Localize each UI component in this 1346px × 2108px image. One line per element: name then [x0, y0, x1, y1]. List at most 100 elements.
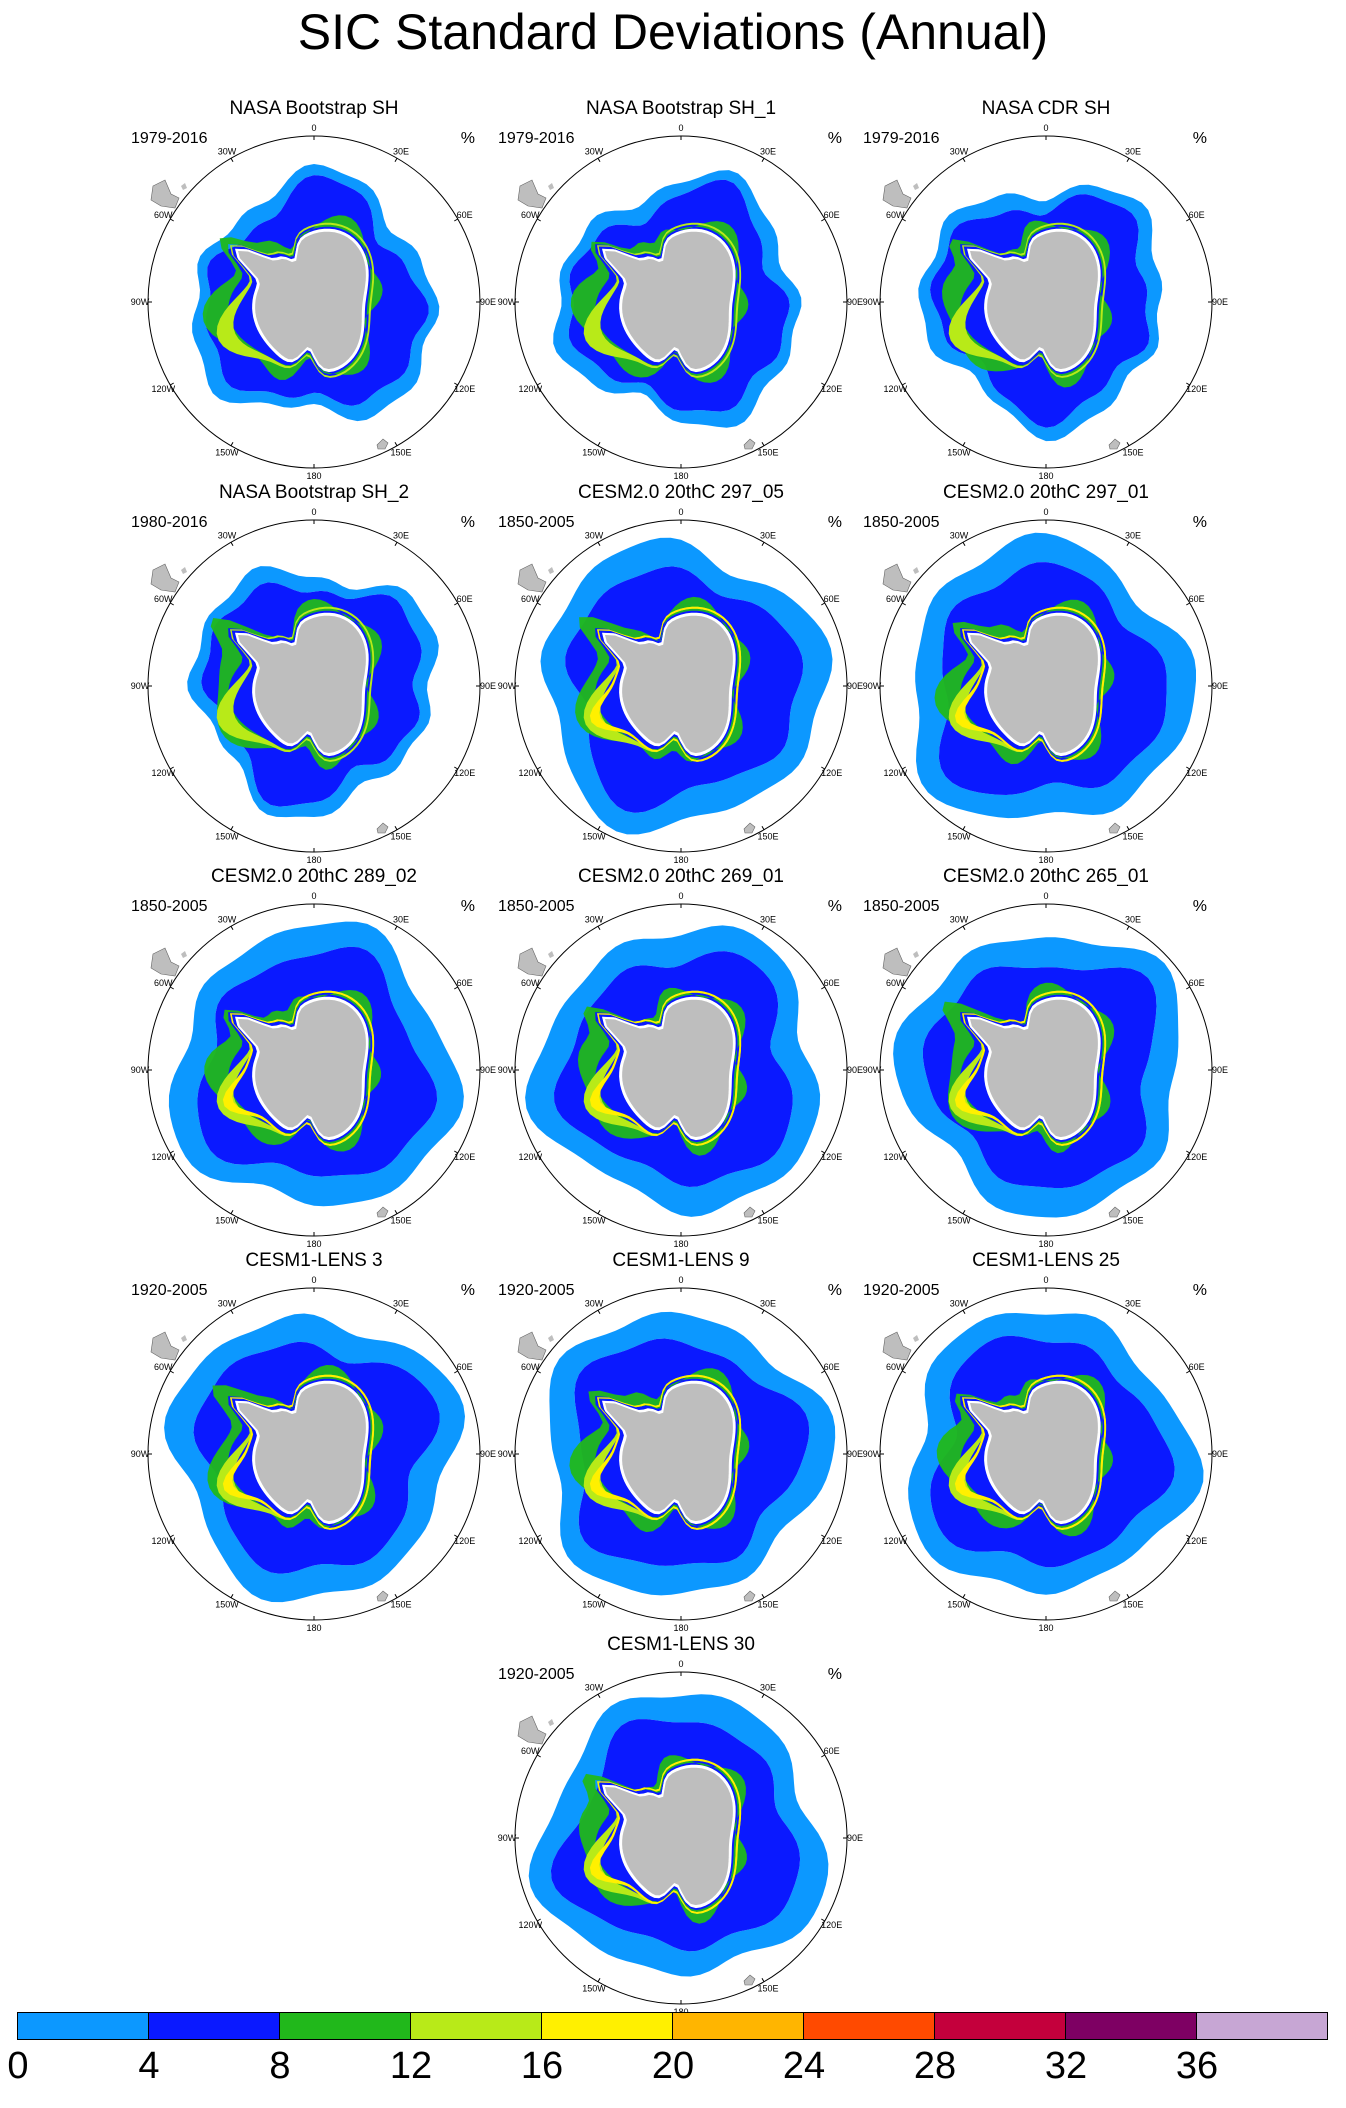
- longitude-tick: [761, 1210, 765, 1215]
- antarctica-landmass: [602, 1381, 735, 1524]
- longitude-tick: [536, 766, 541, 770]
- longitude-label: 30W: [218, 914, 237, 924]
- antarctica-landmass: [235, 1381, 368, 1524]
- longitude-label: 60E: [1189, 594, 1205, 604]
- colorbar-swatch: [410, 2012, 542, 2040]
- longitude-tick: [1186, 218, 1191, 222]
- longitude-label: 30W: [950, 1298, 969, 1308]
- panel-title: CESM2.0 20thC 297_05: [578, 482, 784, 503]
- longitude-label: 60E: [457, 978, 473, 988]
- longitude-label: 90W: [498, 1833, 517, 1843]
- longitude-label: 120W: [519, 1920, 543, 1930]
- longitude-label: 150W: [582, 1216, 606, 1226]
- longitude-label: 30W: [585, 530, 604, 540]
- sic-band-0-4: [908, 1313, 1204, 1595]
- longitude-tick: [1126, 925, 1130, 930]
- longitude-label: 180: [1038, 855, 1053, 865]
- longitude-tick: [394, 925, 398, 930]
- panel-title: NASA Bootstrap SH: [229, 98, 399, 119]
- longitude-label: 90W: [863, 681, 882, 691]
- colorbar-labels: 0 4 8 12 16 20 24 28 32 36: [0, 2044, 1346, 2088]
- new-zealand-land: [376, 1206, 389, 1218]
- longitude-tick: [454, 1150, 459, 1154]
- falkland-islands: [548, 1719, 554, 1726]
- longitude-tick: [597, 826, 601, 831]
- panel-unit: %: [1192, 130, 1207, 147]
- longitude-label: 150E: [757, 1600, 778, 1610]
- longitude-label: 0: [1043, 123, 1048, 133]
- longitude-label: 60E: [457, 1362, 473, 1372]
- longitude-tick: [1186, 602, 1191, 606]
- longitude-label: 60W: [886, 210, 905, 220]
- longitude-tick: [394, 541, 398, 546]
- longitude-label: 0: [1043, 507, 1048, 517]
- longitude-tick: [394, 1210, 398, 1215]
- longitude-label: 120W: [519, 1152, 543, 1162]
- longitude-tick: [821, 218, 826, 222]
- new-zealand-land: [376, 1590, 389, 1602]
- longitude-tick: [1186, 1534, 1191, 1538]
- longitude-label: 180: [306, 1623, 321, 1633]
- longitude-tick: [761, 1978, 765, 1983]
- longitude-label: 150W: [947, 832, 971, 842]
- longitude-label: 30E: [760, 146, 776, 156]
- south-america-land: [882, 1331, 912, 1361]
- falkland-islands: [548, 951, 554, 958]
- sic-band-8-12: [577, 987, 748, 1156]
- longitude-label: 60W: [154, 210, 173, 220]
- map-panel: CESM2.0 20thC 265_01 0 30E 60E 90E 120E 150E 18…: [863, 866, 1229, 1249]
- longitude-label: 90W: [863, 1449, 882, 1459]
- colorbar-tick-label: 12: [389, 2045, 433, 2087]
- longitude-label: 0: [1043, 1275, 1048, 1285]
- longitude-label: 120E: [1186, 384, 1207, 394]
- colorbar-swatch: [279, 2012, 411, 2040]
- longitude-label: 30W: [950, 530, 969, 540]
- longitude-tick: [454, 1534, 459, 1538]
- south-america-land: [517, 563, 547, 593]
- falkland-islands: [913, 183, 919, 190]
- longitude-tick: [454, 218, 459, 222]
- longitude-tick: [597, 1978, 601, 1983]
- map-panel: NASA Bootstrap SH_2 0 30E 60E 90E 120E 150E 180…: [131, 482, 497, 865]
- longitude-tick: [821, 1534, 826, 1538]
- longitude-tick: [597, 1693, 601, 1698]
- panel-title: CESM1-LENS 9: [612, 1250, 750, 1271]
- longitude-tick: [597, 1309, 601, 1314]
- longitude-label: 60W: [886, 1362, 905, 1372]
- new-zealand-land: [1108, 1590, 1121, 1602]
- longitude-label: 90E: [847, 1065, 863, 1075]
- antarctica-landmass: [602, 997, 735, 1140]
- longitude-label: 60W: [154, 1362, 173, 1372]
- sic-band-0-4: [893, 937, 1179, 1218]
- south-america-land: [150, 179, 180, 209]
- new-zealand-land: [743, 1206, 756, 1218]
- longitude-label: 0: [1043, 891, 1048, 901]
- longitude-label: 90E: [847, 297, 863, 307]
- longitude-label: 120E: [454, 1152, 475, 1162]
- antarctica-landmass: [602, 613, 735, 756]
- longitude-label: 30E: [393, 1298, 409, 1308]
- longitude-tick: [1126, 826, 1130, 831]
- map-panel: CESM2.0 20thC 297_01 0 30E 60E 90E 120E 150E 18…: [863, 482, 1229, 865]
- longitude-tick: [394, 826, 398, 831]
- panel-unit: %: [827, 898, 842, 915]
- longitude-label: 150W: [582, 1984, 606, 1994]
- south-america-land: [517, 1331, 547, 1361]
- longitude-tick: [454, 602, 459, 606]
- longitude-tick: [1186, 986, 1191, 990]
- longitude-tick: [821, 1370, 826, 1374]
- sic-band-8-12: [207, 1365, 384, 1529]
- longitude-label: 180: [306, 471, 321, 481]
- longitude-label: 150W: [215, 1600, 239, 1610]
- longitude-label: 120E: [821, 1920, 842, 1930]
- longitude-tick: [761, 1693, 765, 1698]
- longitude-tick: [454, 382, 459, 386]
- longitude-label: 150E: [390, 448, 411, 458]
- south-america-land: [517, 947, 547, 977]
- longitude-tick: [901, 382, 906, 386]
- new-zealand-land: [376, 438, 389, 450]
- longitude-label: 90W: [498, 681, 517, 691]
- new-zealand-land: [743, 1974, 756, 1986]
